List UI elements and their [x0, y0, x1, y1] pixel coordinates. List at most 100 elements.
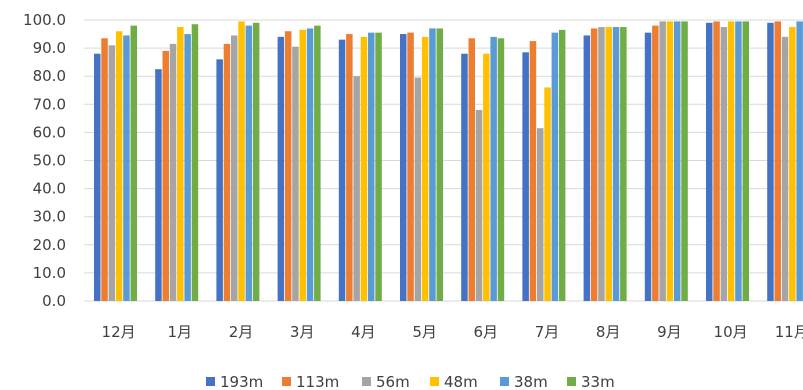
bar: [781, 36, 789, 302]
bar: [558, 29, 566, 302]
x-tick-label: 2月: [229, 323, 254, 341]
x-tick-label: 1月: [168, 323, 193, 341]
bar: [277, 36, 285, 302]
bar: [620, 27, 627, 302]
legend-item: 193m: [206, 373, 263, 390]
y-axis-ticks: 0.0 10.0 20.0 30.0 40.0 50.0 60.0 70.0 80.0 90.0 1…: [23, 11, 66, 310]
bar: [720, 27, 728, 302]
bar: [475, 109, 483, 301]
bar: [713, 21, 720, 302]
bar: [245, 25, 253, 302]
bars: [94, 21, 803, 302]
bar: [400, 34, 407, 302]
bar: [223, 43, 231, 301]
y-tick-label: 100.0: [23, 11, 66, 29]
legend-label: 33m: [581, 373, 615, 390]
bar: [742, 21, 749, 302]
x-tick-label: 12月: [102, 323, 136, 341]
legend-label: 38m: [514, 373, 548, 390]
bar: [115, 31, 123, 302]
bar: [789, 27, 796, 302]
bar: [94, 53, 101, 301]
x-tick-label: 8月: [596, 323, 621, 341]
bar: [346, 34, 353, 302]
legend-item: 38m: [500, 373, 548, 390]
bar: [162, 50, 169, 301]
bar: [407, 32, 414, 302]
bar: [169, 43, 177, 301]
bar: [612, 27, 620, 302]
legend-label: 193m: [220, 373, 263, 390]
legend-swatch: [567, 377, 576, 386]
x-tick-label: 4月: [351, 323, 376, 341]
bar: [796, 21, 803, 302]
y-tick-label: 80.0: [33, 67, 66, 85]
y-tick-label: 20.0: [33, 236, 66, 254]
y-tick-label: 90.0: [33, 39, 66, 57]
bar: [644, 32, 652, 302]
bar: [306, 28, 314, 302]
bar: [590, 28, 598, 302]
bar: [231, 35, 238, 301]
x-axis-ticks: 12月 1月 2月 3月 4月 5月 6月 7月 8月 9月 10月 11月: [102, 323, 803, 341]
bar: [674, 21, 681, 302]
bar: [314, 25, 321, 302]
bar: [666, 21, 674, 302]
bar: [184, 34, 191, 302]
legend-swatch: [282, 377, 291, 386]
legend-swatch: [430, 377, 439, 386]
bar: [375, 32, 382, 302]
y-tick-label: 40.0: [33, 180, 66, 198]
legend-label: 113m: [296, 373, 339, 390]
bar: [191, 24, 199, 302]
bar: [299, 29, 306, 302]
x-tick-label: 10月: [714, 323, 748, 341]
x-tick-label: 6月: [474, 323, 499, 341]
x-tick-label: 11月: [775, 323, 803, 341]
bar: [529, 41, 537, 301]
legend-swatch: [206, 377, 215, 386]
bar: [429, 28, 436, 302]
bar: [177, 27, 184, 302]
bar: [421, 36, 429, 302]
bar: [767, 22, 774, 302]
legend-item: 48m: [430, 373, 478, 390]
legend-label: 56m: [376, 373, 410, 390]
bar: [497, 38, 505, 301]
bar: [681, 21, 688, 302]
bar: [522, 52, 529, 301]
bar: [652, 25, 659, 302]
bar: [468, 38, 475, 301]
bar: [735, 21, 742, 302]
bar: [338, 39, 346, 302]
bar: [490, 36, 497, 302]
bar: [774, 21, 781, 302]
bar: [216, 59, 223, 302]
y-tick-label: 50.0: [33, 152, 66, 170]
bar: [292, 46, 299, 301]
bar: [544, 87, 551, 301]
bar: [360, 36, 368, 302]
bar: [659, 21, 666, 302]
bar: [461, 53, 468, 301]
bar: [130, 25, 137, 302]
y-tick-label: 0.0: [42, 292, 66, 310]
bar: [414, 77, 422, 301]
x-tick-label: 5月: [412, 323, 437, 341]
legend: 193m 113m 56m 48m 38m 33m: [206, 373, 615, 390]
legend-swatch: [362, 377, 371, 386]
bar: [727, 21, 735, 302]
legend-label: 48m: [444, 373, 478, 390]
bar: [537, 128, 544, 301]
legend-item: 113m: [282, 373, 339, 390]
bar: [252, 22, 260, 302]
bar: [353, 76, 360, 301]
bar: [598, 27, 605, 302]
bar: [483, 53, 490, 301]
y-tick-label: 70.0: [33, 95, 66, 113]
legend-item: 56m: [362, 373, 410, 390]
bar: [108, 45, 116, 301]
legend-item: 33m: [567, 373, 615, 390]
bar: [238, 21, 245, 302]
